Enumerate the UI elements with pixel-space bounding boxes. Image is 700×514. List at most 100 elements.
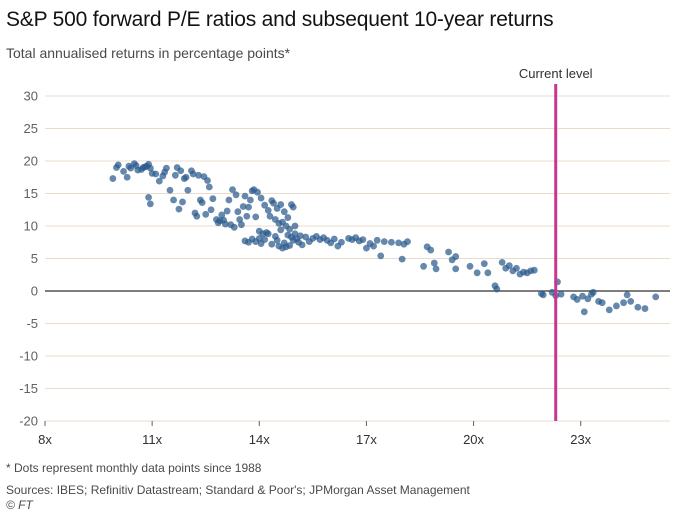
data-point <box>177 167 185 175</box>
data-point <box>202 210 210 218</box>
data-point <box>589 288 597 296</box>
data-point <box>427 246 435 254</box>
x-tick-label: 17x <box>356 432 377 447</box>
data-point <box>605 306 613 314</box>
data-point <box>255 234 263 242</box>
data-point <box>373 236 381 244</box>
data-point <box>338 238 345 246</box>
ft-credit: © FT <box>6 498 33 512</box>
data-point <box>270 199 277 207</box>
y-tick-label: 5 <box>31 251 38 266</box>
data-point <box>195 171 202 179</box>
data-point <box>432 265 440 273</box>
data-point <box>109 175 117 182</box>
data-point <box>261 201 269 209</box>
data-point <box>155 177 163 185</box>
data-point <box>264 207 272 214</box>
data-point <box>184 186 192 194</box>
data-point <box>452 253 460 260</box>
data-point <box>296 232 304 240</box>
data-point <box>123 173 131 181</box>
x-tick-label: 20x <box>463 432 484 447</box>
data-point <box>280 208 288 216</box>
data-point <box>277 226 285 234</box>
data-point <box>209 195 217 203</box>
data-point <box>170 196 177 204</box>
data-point <box>268 240 276 248</box>
x-tick-label: 11x <box>142 432 162 447</box>
data-point <box>452 265 460 273</box>
data-point <box>620 299 627 307</box>
data-point <box>252 213 260 221</box>
data-point <box>245 203 252 211</box>
data-point <box>239 203 247 210</box>
data-point <box>207 206 215 214</box>
data-point <box>286 225 294 233</box>
sources-note: Sources: IBES; Refinitiv Datastream; Sta… <box>6 483 470 497</box>
data-point <box>238 221 245 229</box>
data-point <box>641 305 649 312</box>
tick-layer: -20 -15 -10 -5 0 5 10 15 20 25 30 8x 11x 14x 17x 20x 23x <box>19 89 591 448</box>
data-point <box>579 292 586 300</box>
data-point <box>218 211 226 219</box>
data-point <box>359 236 367 244</box>
reference-layer: Current level <box>519 66 593 421</box>
data-point <box>498 259 506 266</box>
data-point <box>120 168 127 175</box>
data-point <box>284 214 292 221</box>
data-point <box>530 266 538 274</box>
data-point <box>302 233 310 241</box>
dot-layer <box>109 160 660 316</box>
data-point <box>298 241 306 249</box>
data-point <box>291 222 299 230</box>
data-point <box>484 269 492 277</box>
data-point <box>241 192 249 200</box>
data-point <box>146 200 154 208</box>
data-point <box>171 171 179 179</box>
y-tick-label: 10 <box>24 219 38 234</box>
y-tick-label: 20 <box>24 154 38 169</box>
footnote: * Dots represent monthly data points sin… <box>6 461 262 475</box>
y-tick-label: -5 <box>26 316 38 331</box>
data-point <box>114 161 122 169</box>
data-point <box>539 291 547 299</box>
data-point <box>634 303 642 311</box>
data-point <box>291 230 299 238</box>
data-point <box>166 186 174 194</box>
data-point <box>473 269 481 277</box>
data-point <box>613 302 620 310</box>
data-point <box>420 262 427 270</box>
data-point <box>573 296 581 303</box>
data-point <box>145 194 152 201</box>
data-point <box>257 194 265 202</box>
data-point <box>505 262 513 270</box>
data-point <box>134 166 142 174</box>
data-point <box>370 242 377 250</box>
data-point <box>261 236 269 244</box>
data-point <box>404 238 411 246</box>
data-point <box>232 191 240 199</box>
data-point <box>182 173 190 181</box>
data-point <box>445 248 452 256</box>
data-point <box>246 196 254 204</box>
data-point <box>330 235 338 243</box>
data-point <box>277 201 285 208</box>
data-point <box>430 259 438 267</box>
y-tick-label: -15 <box>19 381 38 396</box>
x-tick-label: 23x <box>570 432 591 447</box>
data-point <box>598 299 606 307</box>
data-point <box>221 220 229 228</box>
data-point <box>230 223 238 231</box>
data-point <box>493 285 501 293</box>
data-point <box>146 164 154 172</box>
data-point <box>652 293 660 301</box>
data-point <box>204 177 211 184</box>
data-point <box>273 236 281 244</box>
y-tick-label: -10 <box>19 349 38 364</box>
x-tick-label: 14x <box>249 432 270 447</box>
grid-layer <box>45 95 670 422</box>
data-point <box>557 290 565 298</box>
data-point <box>513 264 520 272</box>
y-tick-label: 30 <box>24 89 38 104</box>
data-point <box>243 212 251 220</box>
